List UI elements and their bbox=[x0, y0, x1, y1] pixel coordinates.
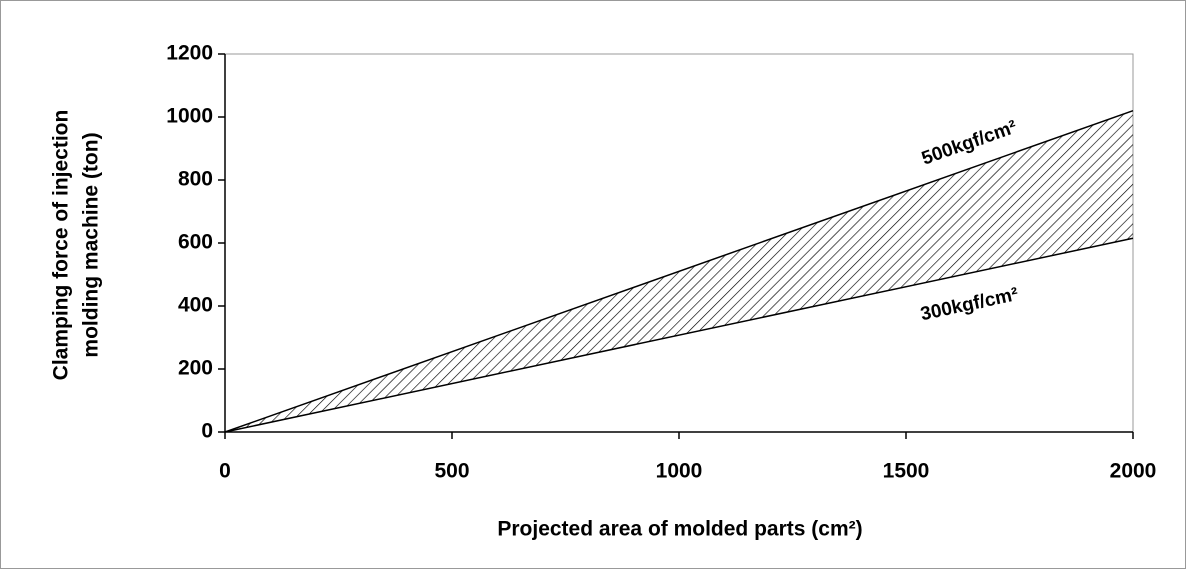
x-tick-label: 1000 bbox=[656, 460, 703, 483]
y-tick-label: 0 bbox=[201, 420, 213, 443]
y-tick-label: 1200 bbox=[166, 42, 213, 65]
line bbox=[224, 109, 1134, 433]
x-tick-label: 500 bbox=[434, 460, 469, 483]
y-tick-label: 400 bbox=[178, 294, 213, 317]
y-tick-label: 200 bbox=[178, 357, 213, 380]
y-tick-label: 800 bbox=[178, 168, 213, 191]
y-axis-label: molding machine (ton) bbox=[80, 132, 103, 357]
line bbox=[224, 237, 1134, 433]
x-tick-label: 0 bbox=[219, 460, 231, 483]
y-tick-label: 1000 bbox=[166, 105, 213, 128]
y-axis-label: Clamping force of injection bbox=[50, 110, 73, 381]
y-tick-label: 600 bbox=[178, 231, 213, 254]
x-tick-label: 2000 bbox=[1110, 460, 1157, 483]
x-axis-label: Projected area of molded parts (cm²) bbox=[497, 518, 862, 541]
x-tick-label: 1500 bbox=[883, 460, 930, 483]
